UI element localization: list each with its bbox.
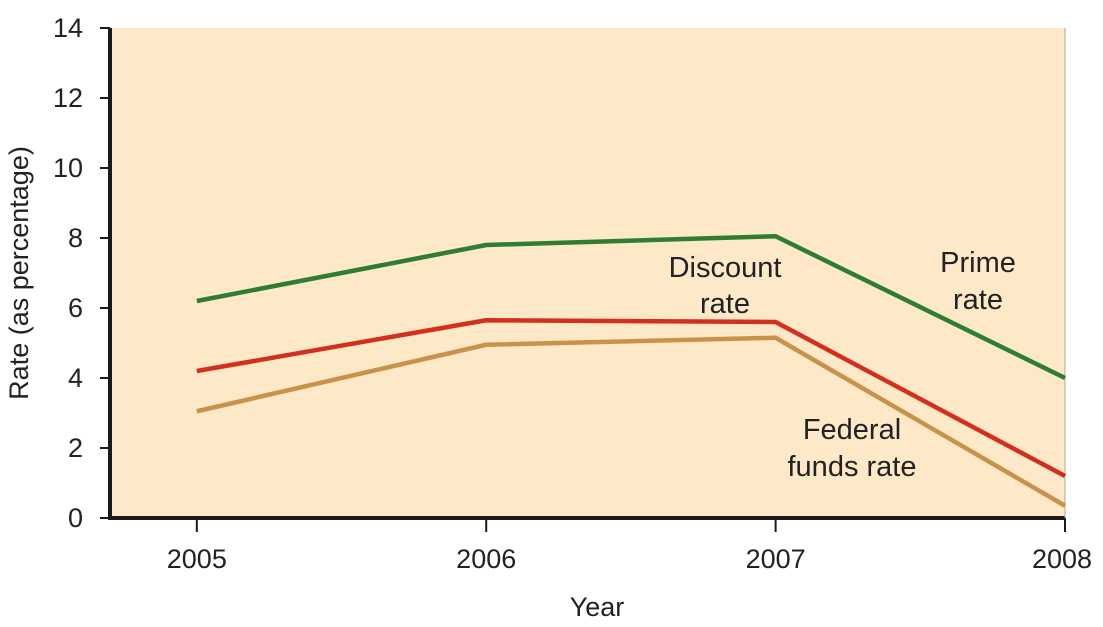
- y-tick-label: 12: [53, 83, 83, 113]
- discount-rate-label: rate: [700, 288, 750, 320]
- prime-rate-label: Prime: [940, 247, 1016, 279]
- x-axis-title: Year: [570, 592, 625, 622]
- discount-rate-line: [196, 318, 1067, 478]
- x-tick-label: 2005: [167, 544, 227, 574]
- y-axis-title: Rate (as percentage): [4, 146, 34, 400]
- discount-rate-label: Discount: [669, 252, 782, 284]
- y-tick-label: 14: [53, 13, 83, 43]
- series-annotations: Prime rate Discount rate Federal funds rate: [669, 247, 1016, 483]
- x-tick-label: 2008: [1032, 544, 1092, 574]
- x-tick-label: 2006: [456, 544, 516, 574]
- y-tick-label: 4: [68, 363, 83, 393]
- y-tick-label: 8: [68, 223, 83, 253]
- prime-rate-label: rate: [953, 284, 1003, 316]
- federal-funds-rate-label: funds rate: [788, 451, 917, 483]
- federal-funds-rate-label: Federal: [803, 414, 901, 446]
- plot-background: [110, 28, 1065, 518]
- y-tick-label: 0: [68, 503, 83, 533]
- x-axis-ticks: 2005 2006 2007 2008: [167, 518, 1092, 574]
- federal-funds-rate-line: [196, 335, 1067, 508]
- prime-rate-line: [196, 234, 1066, 381]
- series-lines: [196, 234, 1067, 508]
- y-tick-label: 6: [68, 293, 83, 323]
- x-tick-label: 2007: [746, 544, 806, 574]
- y-axis-ticks: 0 2 4 6 8 10 12 14: [53, 13, 110, 533]
- y-tick-label: 2: [68, 433, 83, 463]
- y-tick-label: 10: [53, 153, 83, 183]
